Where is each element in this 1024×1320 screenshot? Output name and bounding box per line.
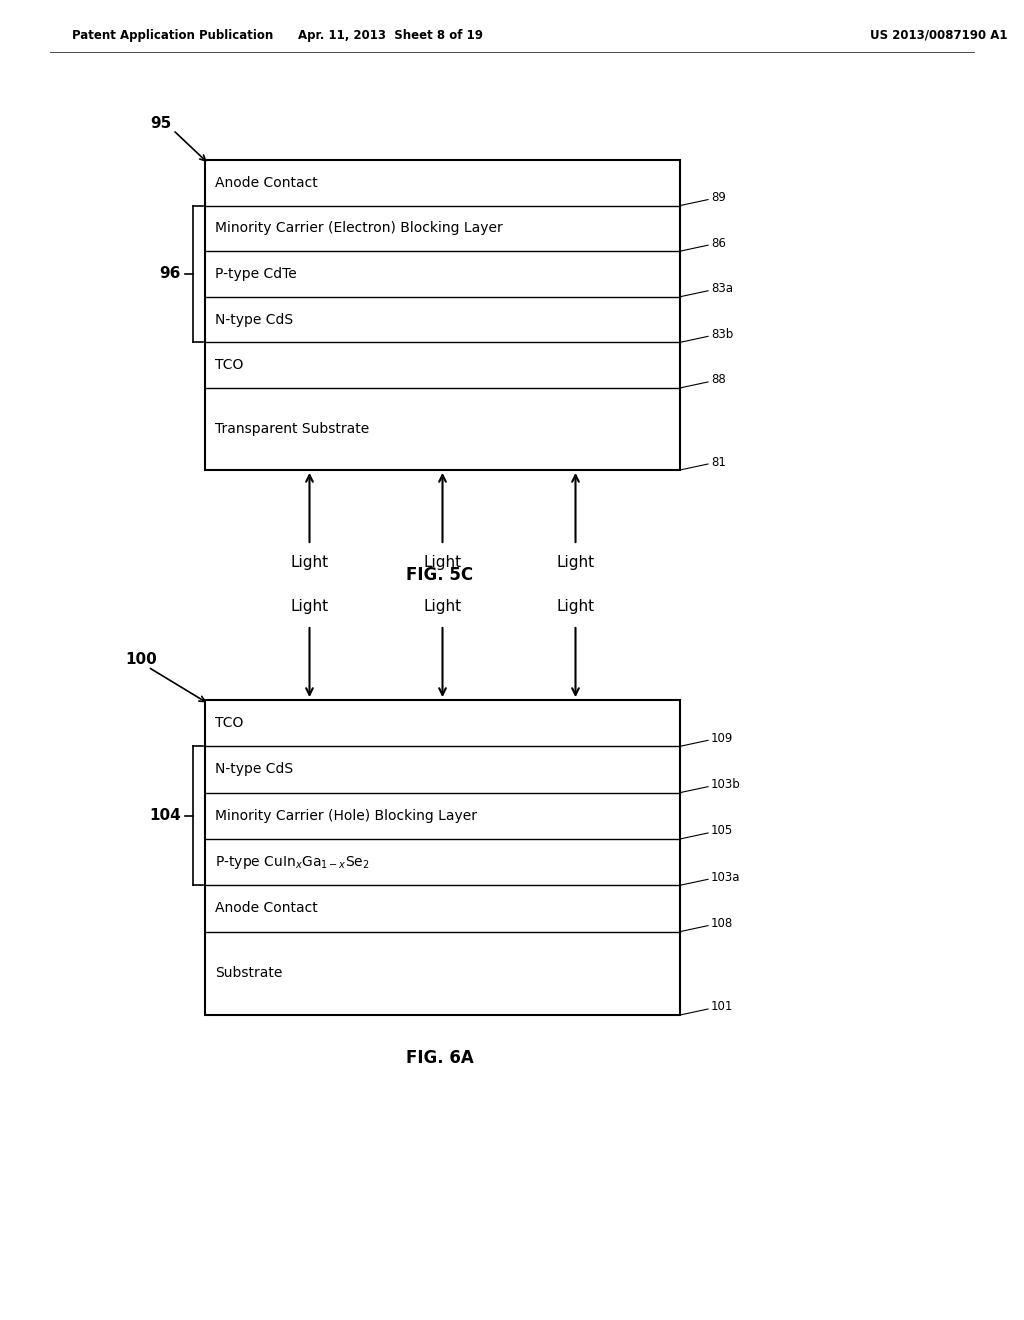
Text: 103a: 103a [711, 871, 740, 884]
Text: FIG. 5C: FIG. 5C [407, 566, 473, 583]
Bar [205, 932, 680, 1015]
Text: Minority Carrier (Electron) Blocking Layer: Minority Carrier (Electron) Blocking Lay… [215, 222, 503, 235]
Text: 101: 101 [711, 1001, 733, 1014]
Text: 89: 89 [711, 191, 726, 205]
Text: TCO: TCO [215, 358, 244, 372]
Bar [205, 792, 680, 840]
Text: 86: 86 [711, 236, 726, 249]
Bar [205, 342, 680, 388]
Text: Light: Light [291, 556, 329, 570]
Text: 96: 96 [160, 267, 181, 281]
Text: US 2013/0087190 A1: US 2013/0087190 A1 [870, 29, 1008, 41]
Text: Minority Carrier (Hole) Blocking Layer: Minority Carrier (Hole) Blocking Layer [215, 809, 477, 822]
Bar [205, 297, 680, 342]
Text: 103b: 103b [711, 779, 740, 791]
Text: Transparent Substrate: Transparent Substrate [215, 422, 370, 436]
Text: 83a: 83a [711, 282, 733, 296]
Text: N-type CdS: N-type CdS [215, 763, 293, 776]
Bar [205, 206, 680, 251]
Text: Apr. 11, 2013  Sheet 8 of 19: Apr. 11, 2013 Sheet 8 of 19 [298, 29, 482, 41]
Bar [205, 251, 680, 297]
Bar [205, 700, 680, 1015]
Text: Light: Light [424, 599, 462, 615]
Bar [205, 388, 680, 470]
Bar [205, 160, 680, 470]
Bar [205, 886, 680, 932]
Text: 81: 81 [711, 455, 726, 469]
Text: Patent Application Publication: Patent Application Publication [72, 29, 273, 41]
Text: Anode Contact: Anode Contact [215, 902, 317, 916]
Text: Substrate: Substrate [215, 966, 283, 981]
Text: 104: 104 [150, 808, 181, 824]
Bar [205, 746, 680, 792]
Text: FIG. 6A: FIG. 6A [407, 1049, 474, 1067]
Text: Light: Light [291, 599, 329, 615]
Text: P-type CdTe: P-type CdTe [215, 267, 297, 281]
Text: 109: 109 [711, 731, 733, 744]
Text: TCO: TCO [215, 717, 244, 730]
Text: 100: 100 [125, 652, 157, 668]
Text: 95: 95 [150, 116, 171, 131]
Bar [205, 160, 680, 206]
Text: P-type CuIn$_x$Ga$_{1-x}$Se$_2$: P-type CuIn$_x$Ga$_{1-x}$Se$_2$ [215, 854, 370, 871]
Text: Light: Light [424, 556, 462, 570]
Text: 108: 108 [711, 917, 733, 931]
Text: Light: Light [556, 556, 595, 570]
Text: 83b: 83b [711, 327, 733, 341]
Bar [205, 700, 680, 746]
Text: 88: 88 [711, 374, 726, 387]
Bar [205, 840, 680, 886]
Text: N-type CdS: N-type CdS [215, 313, 293, 326]
Text: 105: 105 [711, 825, 733, 837]
Text: Anode Contact: Anode Contact [215, 176, 317, 190]
Text: Light: Light [556, 599, 595, 615]
